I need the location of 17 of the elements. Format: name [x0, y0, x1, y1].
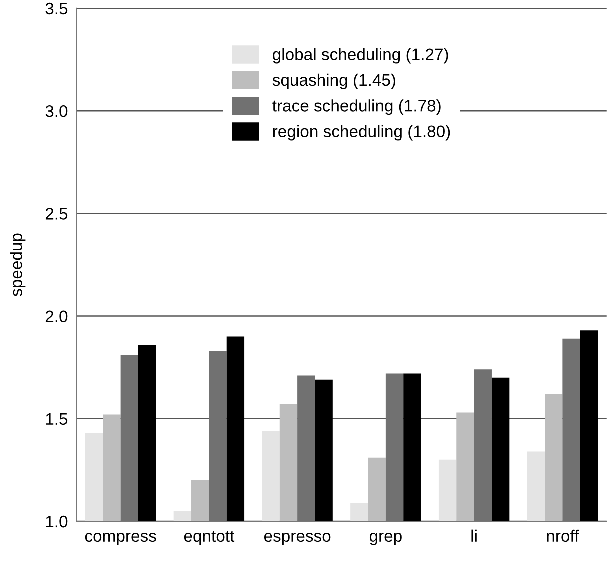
x-tick-label: espresso: [264, 532, 331, 546]
y-tick-label: 3.0: [46, 105, 68, 118]
x-tick-label: nroff: [547, 530, 580, 542]
legend-label: squashing (1.45): [272, 74, 396, 90]
x-tick-label: eqntott: [184, 531, 235, 546]
x-tick-label: li: [472, 530, 477, 542]
x-tick-label: grep: [370, 532, 402, 546]
legend-label: trace scheduling (1.78): [272, 100, 441, 116]
y-tick-label: 1.0: [46, 516, 68, 528]
x-tick-label: compress: [85, 532, 156, 546]
y-tick-label: 2.5: [46, 208, 68, 220]
legend-label: region scheduling (1.80): [273, 125, 450, 141]
y-tick-label: 2.0: [46, 310, 68, 322]
y-tick-label: 1.5: [46, 413, 68, 426]
y-tick-label: 3.5: [46, 2, 68, 15]
legend-label: global scheduling (1.27): [273, 48, 448, 64]
y-axis-title: speedup: [10, 234, 26, 296]
